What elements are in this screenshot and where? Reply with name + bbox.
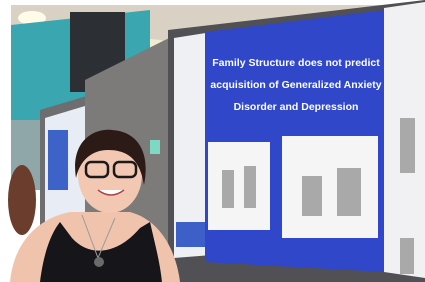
poster-chart-bar [244, 166, 256, 208]
poster-chart-panel [282, 136, 378, 238]
headline-line: acquisition of Generalized Anxiety [210, 79, 381, 91]
pendant [94, 257, 104, 267]
background-person [8, 165, 36, 235]
poster-chart-bar [302, 176, 322, 216]
poster-chart-bar [222, 170, 234, 208]
headline-line: Disorder and Depression [234, 101, 359, 113]
headline-block: Family Structure does not predict acquis… [210, 57, 381, 113]
poster-right-bar [400, 238, 414, 274]
photo-scene: Family Structure does not predict acquis… [0, 0, 425, 282]
headline-line: Family Structure does not predict [212, 57, 380, 69]
sticky-note [150, 140, 160, 154]
poster-right-bar [400, 118, 415, 173]
left-poster-block [48, 130, 68, 190]
poster-chart-bar [337, 168, 361, 216]
poster-left-graphic [176, 222, 206, 247]
poster-chart-panel [208, 142, 270, 230]
page: {"poster": {"headline_lines": ["Family S… [0, 0, 425, 282]
